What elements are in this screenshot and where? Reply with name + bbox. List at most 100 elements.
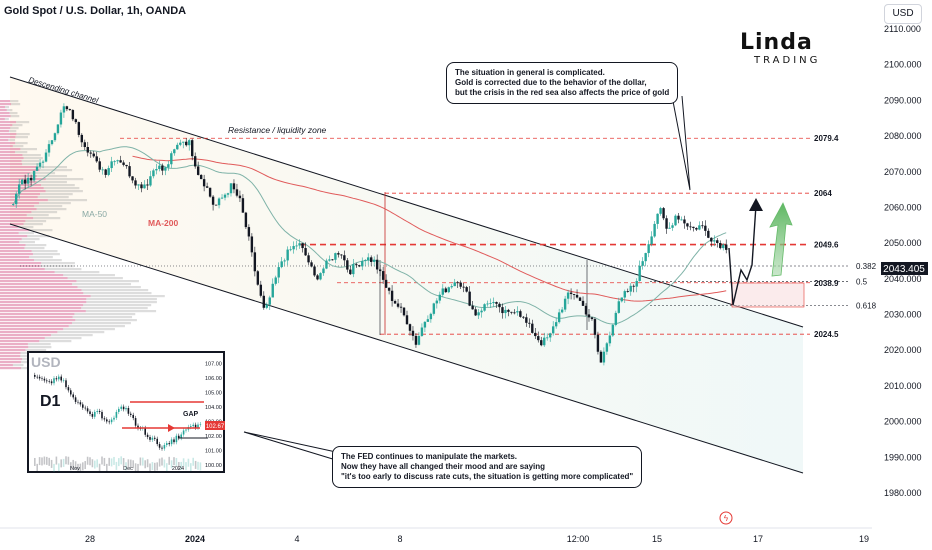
candle-body xyxy=(328,259,331,261)
volume-bar xyxy=(23,223,43,226)
inset-candles xyxy=(34,372,202,472)
volume-bar xyxy=(28,346,52,349)
logo-bottom: TRADING xyxy=(754,55,821,66)
volume-bar xyxy=(25,220,47,223)
price-level-label: 2024.5 xyxy=(814,330,839,339)
candle-body xyxy=(167,164,170,168)
volume-bar xyxy=(0,199,48,202)
candle-body xyxy=(692,226,695,229)
inset-candle-body xyxy=(79,402,82,405)
volume-bar xyxy=(12,364,24,367)
volume-bar xyxy=(0,298,87,301)
candle-body xyxy=(426,319,430,322)
candle-body xyxy=(647,244,650,254)
inset-candle-body xyxy=(34,374,36,377)
candle-body xyxy=(41,161,45,163)
inset-volume-bar xyxy=(62,458,65,467)
inset-candle-body xyxy=(115,411,118,418)
inset-volume-bar xyxy=(163,459,166,468)
x-tick-label: 19 xyxy=(859,534,869,544)
inset-volume-bar xyxy=(199,462,202,471)
inset-volume-bar xyxy=(161,457,163,466)
candle-body xyxy=(537,336,540,341)
inset-last-tag xyxy=(205,421,225,430)
candle-body xyxy=(584,305,588,315)
candle-body xyxy=(551,326,555,334)
candle-body xyxy=(295,245,298,247)
candle-body xyxy=(259,284,263,296)
volume-bar xyxy=(63,274,115,277)
candle-body xyxy=(65,106,69,110)
volume-bar xyxy=(0,319,76,322)
volume-bar xyxy=(0,121,17,124)
y-tick-label: 2000.000 xyxy=(884,417,922,427)
candle-body xyxy=(226,193,230,195)
inset-volume-bar xyxy=(115,461,118,470)
volume-bar xyxy=(72,322,131,325)
volume-bar xyxy=(0,244,26,247)
usd-inset: USD D1 GAP 107.00106.00105.00104.00103.0… xyxy=(27,351,225,473)
inset-volume-bar xyxy=(65,456,67,465)
inset-volume-bar xyxy=(190,463,192,472)
volume-bar xyxy=(8,139,16,142)
candle-body xyxy=(140,184,143,189)
candle-body xyxy=(262,295,265,308)
volume-bar xyxy=(0,280,77,283)
inset-candle-body xyxy=(192,424,194,427)
note-top-line-2: Gold is corrected due to the behavior of… xyxy=(455,78,647,87)
flash-icon[interactable] xyxy=(719,511,733,525)
candle-body xyxy=(316,275,319,280)
volume-bar xyxy=(20,148,38,151)
volume-bar xyxy=(0,112,10,115)
candle-body xyxy=(411,330,415,336)
y-tick-label: 1980.000 xyxy=(884,488,922,498)
volume-bar xyxy=(0,187,44,190)
candle-body xyxy=(274,277,277,284)
inset-y-tick: 100.00 xyxy=(205,463,222,469)
volume-bar xyxy=(0,163,23,166)
volume-bar xyxy=(33,217,61,220)
currency-button[interactable]: USD xyxy=(884,4,922,24)
inset-candle-body xyxy=(149,437,151,440)
inset-volume-bar xyxy=(168,456,170,465)
candle-body xyxy=(92,153,95,157)
volume-bar xyxy=(0,133,17,136)
inset-candle-body xyxy=(94,411,96,417)
inset-volume-bar xyxy=(79,463,82,472)
volume-bar xyxy=(0,268,45,271)
volume-bar xyxy=(0,238,22,241)
x-tick-label: 8 xyxy=(397,534,402,544)
inset-y-tick: 107.00 xyxy=(205,361,222,367)
candle-body xyxy=(23,179,27,184)
volume-bar xyxy=(0,166,37,169)
candle-body xyxy=(250,236,254,253)
volume-bar xyxy=(0,301,87,304)
candle-body xyxy=(563,298,567,310)
note-bottom-line-1: The FED continues to manipulate the mark… xyxy=(341,452,518,461)
inset-candle-body xyxy=(144,427,146,435)
volume-bar xyxy=(44,337,82,340)
inset-volume-bar xyxy=(58,463,60,472)
projection-path xyxy=(728,204,757,306)
inset-candle-body xyxy=(120,406,122,409)
y-tick-label: 2060.000 xyxy=(884,202,922,212)
x-tick-label: 17 xyxy=(753,534,763,544)
inset-candle-body xyxy=(199,424,202,425)
inset-volume-bar xyxy=(46,456,48,465)
candle-body xyxy=(716,240,719,244)
volume-bar xyxy=(28,229,53,232)
volume-bar xyxy=(0,154,23,157)
inset-volume-bar xyxy=(91,459,94,468)
inset-candle-body xyxy=(185,429,187,431)
volume-bar xyxy=(0,175,37,178)
volume-bar xyxy=(67,277,123,280)
candle-body xyxy=(202,179,206,187)
candle-body xyxy=(507,309,510,312)
volume-bar xyxy=(18,226,34,229)
candle-body xyxy=(459,282,462,287)
volume-bar xyxy=(81,307,148,310)
candle-body xyxy=(414,335,418,345)
volume-bar xyxy=(0,193,40,196)
inset-volume-bar xyxy=(89,457,91,466)
